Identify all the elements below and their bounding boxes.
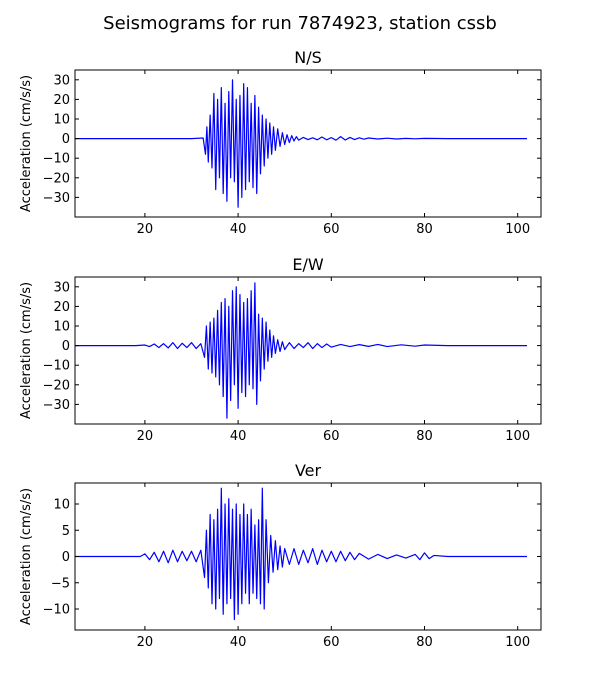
panel-ns-axes-frame	[74, 69, 542, 218]
panel-ver-x-tick-label: 60	[323, 635, 340, 650]
panel-ver-trace-line	[75, 487, 528, 621]
panel-ew-y-tick-label: −30	[43, 398, 70, 413]
panel-ew-y-tick-label: 30	[53, 280, 70, 295]
panel-ew-x-tick-label: 100	[505, 429, 530, 444]
panel-ver-title: Ver	[295, 461, 322, 480]
panel-ver: Ver 20 40 60 80 100 −10 −5 0 5 10 Acceleration (cm/…	[19, 461, 542, 650]
panel-ver-y-tick-label: 5	[62, 524, 70, 539]
panels: N/S20 40 60 80 100−30−20−100102030Accelerati…	[19, 48, 542, 650]
panel-ns-y-tick-label: 0	[62, 132, 70, 147]
panel-ew-y-tick-label: −10	[43, 359, 70, 374]
panel-ns-y-axis-label: Acceleration (cm/s/s)	[19, 75, 34, 212]
panel-ver-x-tick-label: 80	[416, 635, 433, 650]
panel-ew-x-tick-label: 40	[230, 429, 247, 444]
panel-ns-trace-line	[75, 79, 528, 208]
panel-ew-title: E/W	[292, 255, 324, 274]
panel-ew-x-tick-label: 80	[416, 429, 433, 444]
panel-ew: E/W 20 40 60 80 100 −30 −20 −10 0 10 20 30 Accelerati…	[19, 255, 542, 444]
panel-ns-y-tick-label: 20	[53, 93, 70, 108]
panel-ew-axes-frame	[74, 276, 542, 425]
panel-ns-y-tick-label: 30	[53, 73, 70, 88]
panel-ew-x-tick-label: 20	[137, 429, 154, 444]
panel-ns-x-tick-label: 20	[137, 222, 154, 237]
panel-ew-y-tick-label: 20	[53, 300, 70, 315]
panel-ns-x-tick-label: 40	[230, 222, 247, 237]
panel-ver-y-tick-label: −5	[51, 576, 70, 591]
panel-ver-y-tick-label: 0	[62, 550, 70, 565]
panel-ns-title: N/S	[294, 48, 322, 67]
panel-ver-y-axis-label: Acceleration (cm/s/s)	[19, 488, 34, 625]
panel-ns-y-tick-label: −30	[43, 191, 70, 206]
figure-title: Seismograms for run 7874923, station css…	[103, 13, 497, 34]
panel-ver-x-tick-label: 40	[230, 635, 247, 650]
panel-ver-x-tick-label: 20	[137, 635, 154, 650]
panel-ns: N/S 20 40 60 80 100 −30 −20 −10 0 10 20 30 Accelerati…	[19, 48, 542, 237]
panel-ew-y-tick-label: 0	[62, 339, 70, 354]
panel-ew-y-tick-label: −20	[43, 378, 70, 393]
panel-ew-x-tick-label: 60	[323, 429, 340, 444]
panel-ns-x-tick-label: 60	[323, 222, 340, 237]
panel-ver-y-tick-label: 10	[53, 498, 70, 513]
panel-ver-y-tick-label: −10	[43, 603, 70, 618]
panel-ns-y-tick-label: 10	[53, 113, 70, 128]
panel-ns-y-tick-label: −10	[43, 152, 70, 167]
panel-ew-trace-line	[75, 282, 528, 419]
panel-ew-y-axis-label: Acceleration (cm/s/s)	[19, 282, 34, 419]
panel-ver-x-tick-label: 100	[505, 635, 530, 650]
panel-ns-x-tick-label: 100	[505, 222, 530, 237]
panel-ew-y-tick-label: 10	[53, 320, 70, 335]
panel-ns-y-tick-label: −20	[43, 171, 70, 186]
panel-ns-x-tick-label: 80	[416, 222, 433, 237]
